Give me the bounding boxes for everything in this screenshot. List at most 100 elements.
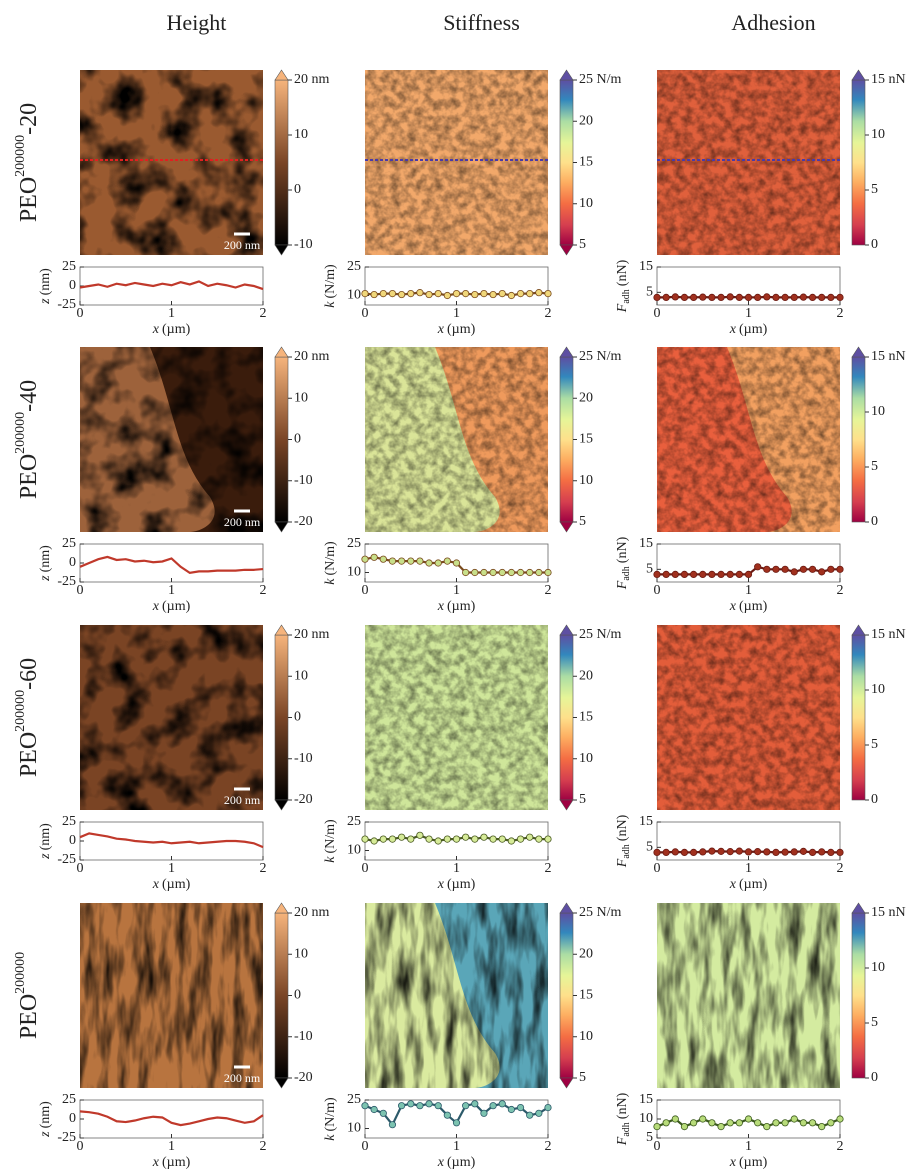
profile-marker bbox=[507, 837, 515, 845]
profile-marker bbox=[781, 565, 789, 573]
profile-marker bbox=[836, 1115, 844, 1123]
colorbar-extend bbox=[559, 69, 574, 81]
colorbar-tick-label: 20 nm bbox=[294, 627, 330, 642]
label-unit: (µm) bbox=[739, 322, 768, 337]
profile-marker bbox=[808, 1119, 817, 1127]
profile-marker bbox=[361, 555, 369, 563]
scale-bar-label: 200 nm bbox=[224, 515, 261, 529]
map-texture bbox=[80, 347, 263, 532]
column-title: Stiffness bbox=[443, 10, 520, 35]
profile-marker bbox=[836, 293, 844, 301]
profile-marker bbox=[535, 1109, 543, 1117]
colorbar-tick-label: 10 bbox=[294, 390, 308, 405]
profile-marker bbox=[498, 835, 506, 843]
map-texture bbox=[657, 625, 840, 810]
profile-marker bbox=[790, 848, 798, 856]
x-tick-label: 2 bbox=[260, 306, 267, 321]
profile-marker bbox=[379, 1109, 387, 1117]
label-symbol: x bbox=[437, 599, 445, 614]
y-tick-label: 15 bbox=[639, 259, 653, 274]
label-unit: (N/m) bbox=[323, 1097, 338, 1132]
profile-marker bbox=[726, 848, 734, 856]
x-axis-label: x (µm) bbox=[437, 1155, 476, 1170]
profile-marker bbox=[434, 559, 442, 567]
y-tick-label: 15 bbox=[639, 814, 653, 829]
colorbar-tick-label: 0 bbox=[871, 237, 878, 252]
colorbar-tick-label: 20 bbox=[579, 390, 593, 405]
scale-bar-label: 200 nm bbox=[224, 793, 261, 807]
x-tick-label: 2 bbox=[260, 1139, 267, 1154]
colorbar-tick-label: 10 bbox=[871, 960, 885, 975]
y-axis-label: z (nm) bbox=[38, 268, 53, 305]
profile-marker bbox=[425, 290, 433, 299]
profile-marker bbox=[498, 289, 506, 298]
y-tick-label: 15 bbox=[639, 1092, 653, 1107]
y-axis-label: k (N/m) bbox=[323, 264, 338, 308]
map-texture bbox=[365, 70, 548, 255]
row-label-sup: 200000 bbox=[13, 135, 28, 177]
label-symbol: x bbox=[437, 1155, 445, 1170]
profile-marker bbox=[689, 293, 698, 301]
label-unit: (µm) bbox=[447, 322, 476, 337]
x-tick-label: 1 bbox=[168, 1139, 175, 1154]
y-tick-label: -25 bbox=[57, 297, 76, 312]
profile-marker bbox=[818, 293, 826, 301]
x-tick-label: 1 bbox=[453, 861, 460, 876]
profile-marker bbox=[689, 1119, 698, 1127]
profile-marker bbox=[379, 289, 387, 298]
colorbar-tick-label: 20 nm bbox=[294, 72, 330, 87]
profile-marker bbox=[662, 570, 670, 579]
label-symbol: k bbox=[323, 578, 338, 585]
colorbar-tick-label: -20 bbox=[294, 514, 313, 529]
colorbar-tick-label: 15 bbox=[579, 155, 593, 170]
profile-marker bbox=[763, 848, 771, 856]
profile-marker bbox=[471, 568, 479, 577]
profile-marker bbox=[480, 1109, 488, 1117]
profile-marker bbox=[790, 568, 798, 576]
colorbar-tick-label: 10 bbox=[871, 127, 885, 142]
label-unit: (nm) bbox=[38, 1101, 53, 1129]
profile-marker bbox=[827, 1119, 835, 1127]
colorbar-extend bbox=[274, 346, 289, 358]
x-tick-label: 0 bbox=[77, 1139, 84, 1154]
colorbar-tick-label: 5 bbox=[579, 514, 586, 529]
map-texture bbox=[80, 903, 263, 1088]
profile-marker bbox=[818, 568, 826, 576]
x-tick-label: 0 bbox=[362, 583, 369, 598]
label-unit: (µm) bbox=[447, 877, 476, 892]
y-tick-label: 5 bbox=[646, 285, 653, 300]
map-texture bbox=[365, 903, 548, 1088]
x-tick-label: 0 bbox=[77, 583, 84, 598]
colorbar-tick-label: -10 bbox=[294, 751, 313, 766]
profile-marker bbox=[754, 293, 762, 301]
y-tick-label: 25 bbox=[62, 1092, 76, 1107]
profile-marker bbox=[744, 1115, 753, 1123]
profile-marker bbox=[781, 848, 789, 856]
profile-marker bbox=[535, 835, 543, 843]
colorbar bbox=[274, 79, 289, 246]
colorbar bbox=[274, 356, 289, 523]
profile-marker bbox=[471, 290, 479, 299]
profile-marker bbox=[726, 1119, 734, 1127]
profile-marker bbox=[808, 565, 817, 573]
colorbar bbox=[851, 912, 866, 1079]
profile-marker bbox=[744, 293, 753, 301]
profile-marker bbox=[526, 833, 534, 841]
profile-marker bbox=[370, 553, 378, 561]
label-symbol: z bbox=[38, 298, 53, 305]
label-symbol: F bbox=[615, 580, 630, 590]
label-symbol: k bbox=[323, 856, 338, 863]
colorbar-extend bbox=[851, 902, 866, 914]
x-tick-label: 2 bbox=[837, 583, 844, 598]
colorbar-tick-label: 10 bbox=[579, 751, 593, 766]
profile-marker bbox=[489, 290, 497, 299]
colorbar-extend bbox=[851, 624, 866, 636]
x-tick-label: 2 bbox=[837, 1139, 844, 1154]
y-tick-label: 5 bbox=[646, 562, 653, 577]
colorbar-tick-label: 10 bbox=[871, 682, 885, 697]
profile-marker bbox=[535, 568, 543, 577]
colorbar-tick-label: 0 bbox=[294, 182, 301, 197]
profile-marker bbox=[790, 293, 798, 301]
label-unit: (N/m) bbox=[323, 541, 338, 576]
colorbar bbox=[559, 634, 574, 801]
